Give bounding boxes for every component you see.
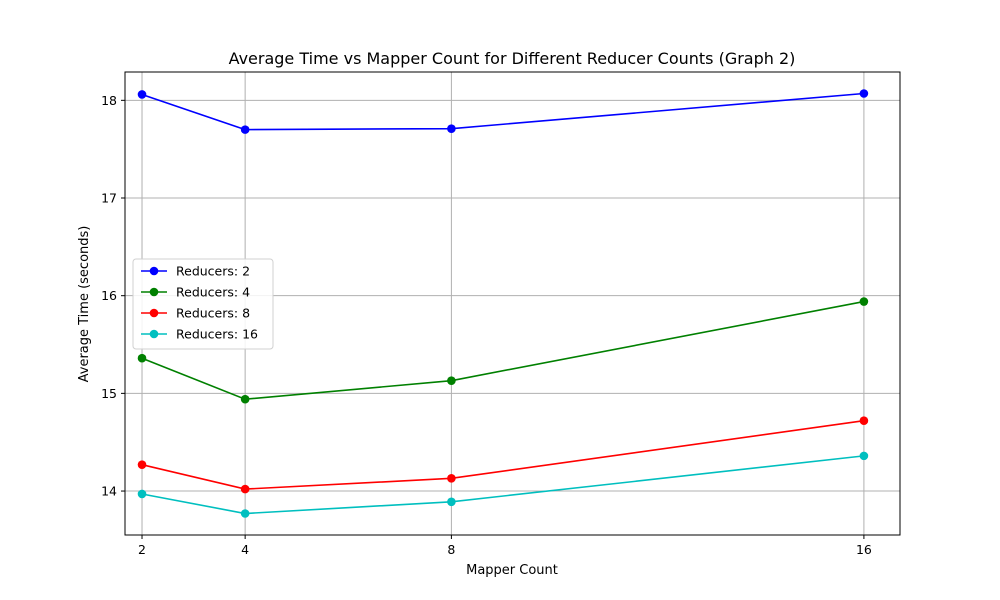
legend-label: Reducers: 16: [176, 327, 258, 342]
series-line: [141, 300, 865, 401]
legend-marker: [149, 266, 159, 276]
data-point: [240, 125, 250, 134]
data-point: [137, 353, 147, 363]
chart-title: Average Time vs Mapper Count for Differe…: [229, 49, 796, 68]
data-point: [447, 124, 456, 133]
series-4: [137, 451, 869, 518]
y-tick-label: 14: [101, 484, 117, 499]
data-point: [137, 489, 147, 499]
legend-entry: Reducers: 8: [141, 306, 250, 321]
legend-label: Reducers: 2: [176, 264, 250, 279]
data-point: [240, 394, 250, 404]
legend-entry: Reducers: 4: [141, 285, 250, 300]
y-tick-label: 17: [101, 191, 117, 206]
series-line: [141, 92, 864, 131]
data-point: [137, 460, 147, 469]
y-tick-label: 15: [101, 386, 117, 401]
legend-entry: Reducers: 16: [141, 327, 258, 342]
legend-entry: Reducers: 2: [141, 264, 250, 279]
series-1: [137, 89, 869, 134]
x-axis-label: Mapper Count: [466, 563, 558, 578]
data-point: [859, 89, 869, 98]
legend-marker: [149, 308, 159, 318]
x-tick-label: 8: [447, 542, 455, 557]
data-point: [447, 474, 456, 483]
series-3: [137, 416, 869, 494]
x-tick-label: 4: [241, 542, 249, 557]
data-point: [859, 416, 869, 426]
legend-marker: [149, 287, 159, 297]
data-point: [447, 497, 456, 507]
legend-marker: [149, 329, 159, 339]
y-axis-label: Average Time (seconds): [77, 226, 92, 383]
data-point: [859, 451, 869, 461]
series-line: [141, 419, 865, 490]
y-tick-label: 16: [101, 288, 117, 303]
legend: Reducers: 2 Reducers: 4 Reducers: 8 Reducer…: [132, 258, 274, 350]
plot-area: [137, 89, 869, 518]
data-point: [240, 484, 250, 494]
series-line: [141, 455, 864, 515]
data-point: [137, 90, 147, 99]
plot-frame: [124, 71, 901, 536]
legend-label: Reducers: 8: [176, 306, 250, 321]
data-point: [240, 509, 250, 518]
series-2: [137, 297, 869, 404]
y-tick-label: 18: [101, 93, 117, 108]
x-tick-label: 16: [856, 542, 872, 557]
x-tick-label: 2: [138, 542, 146, 557]
axis-ticks: 2 4 8 16 14 15 16 17 18: [101, 93, 872, 557]
legend-label: Reducers: 4: [176, 285, 250, 300]
data-point: [859, 297, 869, 306]
data-point: [447, 376, 456, 385]
legend-box: [132, 258, 274, 350]
